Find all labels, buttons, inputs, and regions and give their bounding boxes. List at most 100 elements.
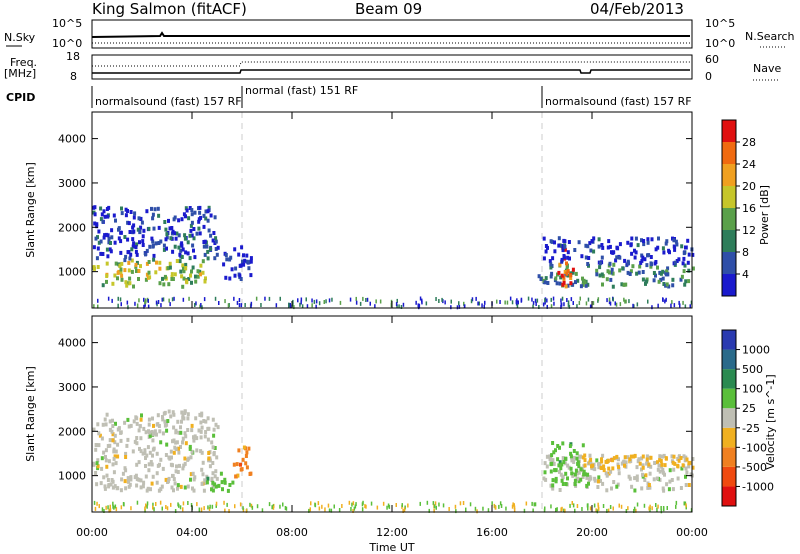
data-cell (108, 508, 110, 513)
data-cell (596, 485, 600, 489)
data-cell (215, 252, 219, 257)
data-cell (206, 218, 210, 223)
data-cell (600, 243, 604, 247)
data-cell (516, 303, 519, 308)
data-cell (608, 261, 612, 266)
data-cell (117, 227, 120, 232)
data-cell (560, 298, 562, 303)
data-cell (648, 471, 652, 476)
x-tick-label: 12:00 (376, 526, 408, 539)
data-cell (634, 236, 638, 241)
data-cell (144, 506, 146, 511)
data-cell (618, 268, 622, 273)
data-cell (129, 477, 133, 482)
data-cell (663, 463, 667, 468)
data-cell (249, 259, 253, 264)
data-cell (656, 460, 659, 465)
data-cell (292, 299, 294, 304)
data-cell (114, 449, 118, 454)
data-cell (598, 261, 602, 266)
data-cell (635, 477, 639, 482)
data-cell (167, 455, 171, 460)
data-cell (179, 505, 182, 510)
data-cell (176, 486, 179, 491)
data-cell (207, 205, 211, 210)
colorbar-tick-label: 100 (742, 383, 763, 396)
data-cell (643, 503, 646, 508)
data-cell (493, 503, 496, 508)
data-cell (202, 419, 206, 423)
data-cell (126, 237, 130, 242)
data-cell (645, 277, 649, 282)
data-cell (179, 425, 182, 430)
data-cell (200, 467, 204, 472)
colorbar-tick-label: -500 (742, 461, 767, 474)
data-cell (268, 296, 271, 301)
data-cell (96, 422, 100, 427)
data-cell (628, 299, 630, 304)
data-cell (130, 258, 134, 263)
y-tick-label: 2000 (58, 221, 86, 234)
data-cell (641, 270, 645, 274)
data-cell (148, 275, 152, 280)
data-cell (114, 261, 118, 266)
data-cell (158, 260, 162, 265)
data-cell (135, 242, 139, 247)
data-cell (171, 474, 175, 478)
data-cell (477, 301, 479, 306)
data-cell (124, 280, 128, 285)
data-cell (679, 303, 681, 308)
data-cell (650, 237, 654, 242)
data-cell (119, 438, 123, 443)
data-cell (475, 296, 477, 301)
data-cell (624, 460, 628, 465)
data-cell (550, 271, 554, 276)
data-cell (682, 251, 686, 256)
data-cell (182, 297, 185, 302)
data-cell (459, 501, 462, 506)
data-cell (559, 275, 563, 280)
data-cell (550, 453, 554, 458)
data-cell (355, 502, 357, 507)
data-cell (119, 230, 123, 235)
data-cell (582, 472, 586, 477)
data-cell (195, 436, 199, 441)
data-cell (123, 479, 127, 484)
data-cell (226, 502, 228, 507)
data-cell (161, 297, 163, 302)
data-cell (139, 436, 143, 441)
data-cell (560, 273, 564, 278)
data-cell (150, 481, 154, 486)
data-cell (107, 459, 111, 464)
data-cell (103, 233, 107, 238)
data-cell (289, 303, 291, 307)
data-cell (231, 480, 235, 485)
data-cell (135, 462, 139, 467)
data-cell (608, 297, 611, 302)
data-cell (600, 457, 603, 462)
data-cell (138, 229, 142, 234)
data-cell (494, 505, 497, 510)
data-cell (198, 231, 202, 236)
data-cell (119, 267, 123, 272)
data-cell (657, 463, 661, 468)
data-cell (167, 218, 170, 223)
data-cell (352, 509, 354, 513)
data-cell (572, 301, 574, 305)
data-cell (558, 281, 562, 286)
data-cell (673, 244, 677, 249)
data-cell (151, 239, 155, 244)
data-cell (552, 450, 556, 455)
data-cell (349, 297, 352, 302)
data-cell (545, 464, 549, 469)
data-cell (560, 243, 564, 248)
data-cell (672, 238, 676, 243)
data-cell (167, 282, 171, 287)
data-cell (242, 506, 244, 511)
nsearch-tick-bottom: 10^0 (705, 37, 735, 50)
data-cell (299, 302, 301, 307)
data-cell (648, 485, 652, 490)
data-cell (542, 302, 545, 307)
data-cell (548, 259, 552, 264)
data-cell (194, 279, 198, 284)
